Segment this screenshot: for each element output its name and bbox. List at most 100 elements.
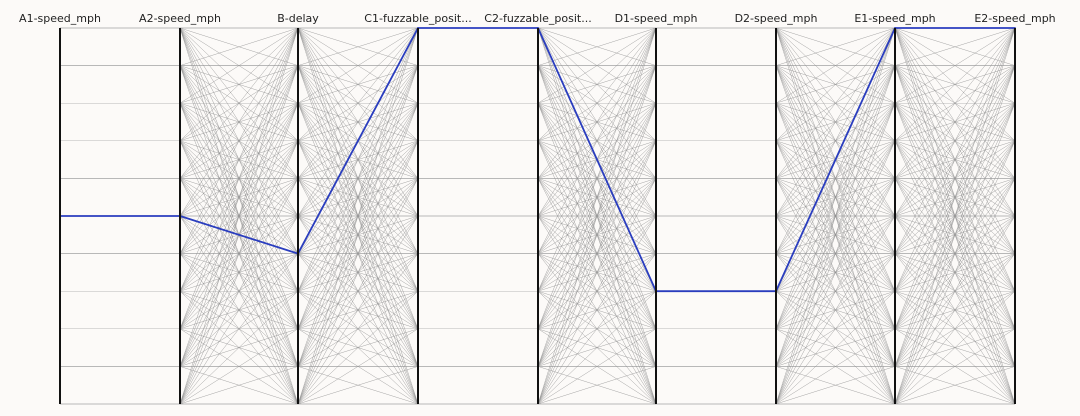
background-line-6-7-10-2 (775, 103, 896, 405)
background-line-7-8-4-0 (894, 27, 1016, 179)
background-line-6-7-3-0 (775, 27, 896, 141)
background-line-7-8-10-1 (894, 65, 1016, 405)
background-line-2-3-10-9 (297, 366, 419, 405)
background-line-1-2-7-0 (179, 27, 299, 292)
background-lines-layer (179, 27, 1016, 405)
background-line-4-5-5-0 (537, 27, 657, 217)
background-line-2-3-1-0 (297, 27, 419, 66)
background-line-2-3-10-7 (297, 291, 419, 405)
background-line-1-2-10-7 (179, 291, 299, 405)
background-line-2-3-9-0 (297, 27, 419, 367)
axis-label-a1-speed-mph: A1-speed_mph (19, 12, 101, 25)
background-line-7-8-3-0 (894, 27, 1016, 141)
background-line-4-5-2-0 (537, 27, 657, 104)
background-line-6-7-10-0 (775, 27, 896, 405)
background-line-2-3-5-0 (297, 27, 419, 217)
background-line-6-7-10-3 (775, 140, 896, 405)
background-line-1-2-10-6 (179, 253, 299, 405)
background-line-6-7-10-5 (775, 215, 896, 405)
background-line-7-8-10-5 (894, 215, 1016, 405)
background-line-2-3-8-0 (297, 27, 419, 329)
highlighted-path-segment-2 (297, 27, 419, 255)
background-line-1-2-10-8 (179, 328, 299, 405)
background-line-2-3-10-8 (297, 328, 419, 405)
background-line-4-5-8-0 (537, 27, 657, 329)
background-line-2-3-10-4 (297, 178, 419, 405)
background-line-2-3-10-6 (297, 253, 419, 405)
background-line-6-7-10-8 (775, 328, 896, 405)
background-line-6-7-2-0 (775, 27, 896, 104)
axis-label-c1-fuzzable-position: C1-fuzzable_posit... (364, 12, 472, 25)
background-line-4-5-1-0 (537, 27, 657, 66)
background-line-4-5-10-9 (537, 366, 657, 405)
background-line-6-7-10-9 (775, 366, 896, 405)
background-line-4-5-10-3 (537, 140, 657, 405)
background-line-7-8-10-9 (894, 366, 1016, 405)
axis-label-c2-fuzzable-position: C2-fuzzable_posit... (484, 12, 592, 25)
background-line-7-8-10-3 (894, 140, 1016, 405)
background-line-6-7-6-0 (775, 27, 896, 254)
background-line-6-7-10-1 (775, 65, 896, 405)
background-line-7-8-10-7 (894, 291, 1016, 405)
background-line-1-2-10-2 (179, 103, 299, 405)
background-line-6-7-10-7 (775, 291, 896, 405)
background-line-2-3-4-0 (297, 27, 419, 179)
background-line-1-2-1-0 (179, 27, 299, 66)
axis-label-e1-speed-mph: E1-speed_mph (854, 12, 936, 25)
background-line-1-2-10-0 (179, 27, 299, 405)
background-line-2-3-10-2 (297, 103, 419, 405)
background-line-7-8-7-0 (894, 27, 1016, 292)
background-line-2-3-3-0 (297, 27, 419, 141)
background-line-7-8-6-0 (894, 27, 1016, 254)
background-line-4-5-10-0 (537, 27, 657, 405)
background-line-1-2-4-0 (179, 27, 299, 179)
background-line-7-8-10-0 (894, 27, 1016, 405)
background-line-1-2-8-0 (179, 27, 299, 329)
background-line-4-5-3-0 (537, 27, 657, 141)
background-line-4-5-10-6 (537, 253, 657, 405)
background-line-2-3-10-3 (297, 140, 419, 405)
background-line-7-8-2-0 (894, 27, 1016, 104)
axis-label-a2-speed-mph: A2-speed_mph (139, 12, 221, 25)
background-line-7-8-10-8 (894, 328, 1016, 405)
background-line-2-3-10-1 (297, 65, 419, 405)
background-line-7-8-5-0 (894, 27, 1016, 217)
background-line-4-5-6-0 (537, 27, 657, 254)
axis-label-d1-speed-mph: D1-speed_mph (614, 12, 698, 25)
axis-label-e2-speed-mph: E2-speed_mph (974, 12, 1056, 25)
background-line-1-2-9-0 (179, 27, 299, 367)
background-line-6-7-1-0 (775, 27, 896, 66)
background-line-7-8-10-2 (894, 103, 1016, 405)
background-line-2-3-2-0 (297, 27, 419, 104)
axes-layer (59, 28, 1016, 404)
background-line-4-5-10-1 (537, 65, 657, 405)
background-line-4-5-9-0 (537, 27, 657, 367)
background-line-4-5-10-7 (537, 291, 657, 405)
axis-label-b-delay: B-delay (277, 12, 319, 25)
background-line-6-7-8-0 (775, 27, 896, 329)
background-line-7-8-9-0 (894, 27, 1016, 367)
highlighted-path-layer (59, 27, 1016, 293)
highlighted-path-segment-4 (537, 27, 657, 293)
background-line-1-2-5-0 (179, 27, 299, 217)
background-line-6-7-10-6 (775, 253, 896, 405)
axis-label-d2-speed-mph: D2-speed_mph (734, 12, 818, 25)
highlighted-path-segment-6 (775, 27, 896, 293)
background-line-7-8-8-0 (894, 27, 1016, 329)
background-line-6-7-4-0 (775, 27, 896, 179)
background-line-6-7-5-0 (775, 27, 896, 217)
background-line-7-8-10-6 (894, 253, 1016, 405)
background-line-4-5-10-8 (537, 328, 657, 405)
background-line-1-2-10-3 (179, 140, 299, 405)
background-line-1-2-6-0 (179, 27, 299, 254)
background-line-4-5-10-2 (537, 103, 657, 405)
background-line-2-3-10-5 (297, 215, 419, 405)
background-line-7-8-10-4 (894, 178, 1016, 405)
background-line-2-3-10-0 (297, 27, 419, 405)
highlighted-path-segment-1 (179, 215, 299, 255)
background-line-4-5-4-0 (537, 27, 657, 179)
background-line-6-7-9-0 (775, 27, 896, 367)
background-line-1-2-3-0 (179, 27, 299, 141)
background-line-4-5-10-4 (537, 178, 657, 405)
